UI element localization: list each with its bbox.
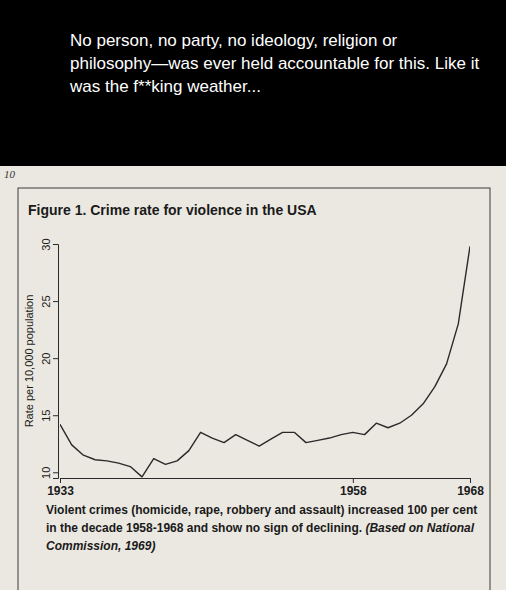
black-band (0, 0, 506, 166)
caption-part: in the decade 1958-1968 and show no sign… (46, 521, 362, 535)
x-tick-mark (470, 478, 471, 483)
x-tick-label: 1958 (340, 484, 367, 498)
caption-part: Violent crimes (homicide, rape, robbery … (46, 503, 477, 517)
y-tick: 25 (40, 295, 58, 307)
overlay-text-line: No person, no party, no ideology, religi… (70, 31, 398, 50)
x-tick-mark (60, 478, 61, 483)
data-line (60, 246, 470, 477)
y-tick-label: 15 (40, 410, 52, 422)
y-tick-mark (53, 244, 58, 245)
chart-title: Figure 1. Crime rate for violence in the… (28, 202, 317, 218)
x-tick: 1958 (340, 478, 367, 498)
y-tick: 20 (40, 353, 58, 365)
y-axis: 10 15 20 25 30 (40, 238, 59, 479)
y-tick: 10 (40, 467, 58, 479)
paper (0, 166, 506, 590)
y-tick-label: 10 (40, 467, 52, 479)
y-tick-mark (53, 358, 58, 359)
x-tick: 1968 (457, 478, 484, 498)
y-tick-mark (53, 472, 58, 473)
plot-area (60, 246, 470, 477)
x-axis: 1933 1958 1968 (47, 478, 484, 498)
y-tick-mark (53, 301, 58, 302)
caption-part: Commission, 1969) (46, 539, 155, 553)
x-tick-label: 1933 (47, 484, 74, 498)
y-tick-mark (53, 415, 58, 416)
y-axis-title: Rate per 10,000 population (23, 295, 35, 428)
x-axis-line (61, 479, 471, 484)
y-axis-line (53, 245, 59, 479)
overlay-text-line: philosophy—was ever held accountable for… (70, 54, 479, 73)
y-tick-label: 25 (40, 295, 52, 307)
x-tick-label: 1968 (457, 484, 484, 498)
x-tick-mark (353, 478, 354, 483)
y-tick-label: 20 (40, 353, 52, 365)
overlay-text-line: was the f**king weather... (69, 77, 261, 96)
chart-frame (18, 188, 490, 590)
overlay-text: No person, no party, no ideology, religi… (69, 31, 479, 96)
x-tick: 1933 (47, 478, 74, 498)
page-number: 10 (4, 168, 16, 180)
y-tick: 30 (40, 238, 58, 250)
page: No person, no party, no ideology, religi… (0, 0, 506, 590)
y-tick-label: 30 (40, 238, 52, 250)
y-tick: 15 (40, 410, 58, 422)
caption: Violent crimes (homicide, rape, robbery … (46, 503, 477, 553)
caption-part: (Based on National (362, 521, 475, 535)
